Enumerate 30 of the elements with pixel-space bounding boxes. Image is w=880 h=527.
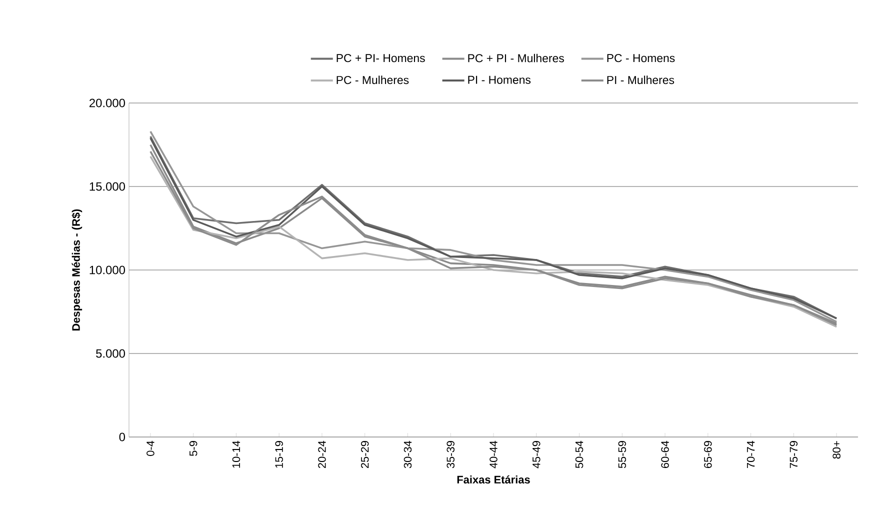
x-tick-label: 45-49	[532, 441, 540, 468]
x-tick-label: 65-69	[704, 441, 712, 468]
x-tick-label: 20-24	[318, 440, 326, 468]
legend-label: PC - Mulheres	[336, 76, 409, 84]
legend-label: PC - Homens	[607, 54, 675, 62]
x-tick-label: 35-39	[446, 441, 454, 468]
x-tick-label: 0-4	[146, 440, 154, 456]
y-axis-title: Despesas Médias - (R$)	[72, 209, 82, 330]
legend-label: PI - Homens	[468, 76, 531, 84]
x-tick-label: 10-14	[232, 440, 240, 468]
x-tick-label: 50-54	[575, 440, 584, 468]
y-tick-label: 20.000	[90, 98, 126, 108]
x-tick-label: 15-19	[275, 441, 283, 468]
x-tick-label: 25-29	[360, 441, 369, 468]
x-tick-label: 55-59	[618, 441, 626, 468]
x-tick-label: 40-44	[490, 440, 498, 468]
legend-label: PI - Mulheres	[607, 76, 674, 84]
y-tick-label: 10.000	[90, 266, 126, 274]
y-tick-label: 5.000	[96, 349, 126, 358]
x-tick-label: 80+	[832, 441, 840, 459]
y-tick-label: 0	[119, 432, 126, 442]
x-tick-label: 30-34	[404, 440, 412, 468]
x-tick-label: 60-64	[661, 440, 669, 468]
x-tick-label: 75-79	[790, 441, 798, 468]
x-tick-label: 5-9	[189, 441, 198, 456]
y-tick-label: 15.000	[90, 182, 126, 191]
x-axis-title: Faixas Etárias	[457, 475, 530, 484]
legend-label: PC + PI- Homens	[336, 54, 425, 62]
legend-label: PC + PI - Mulheres	[468, 54, 564, 62]
x-tick-label: 70-74	[746, 440, 755, 468]
